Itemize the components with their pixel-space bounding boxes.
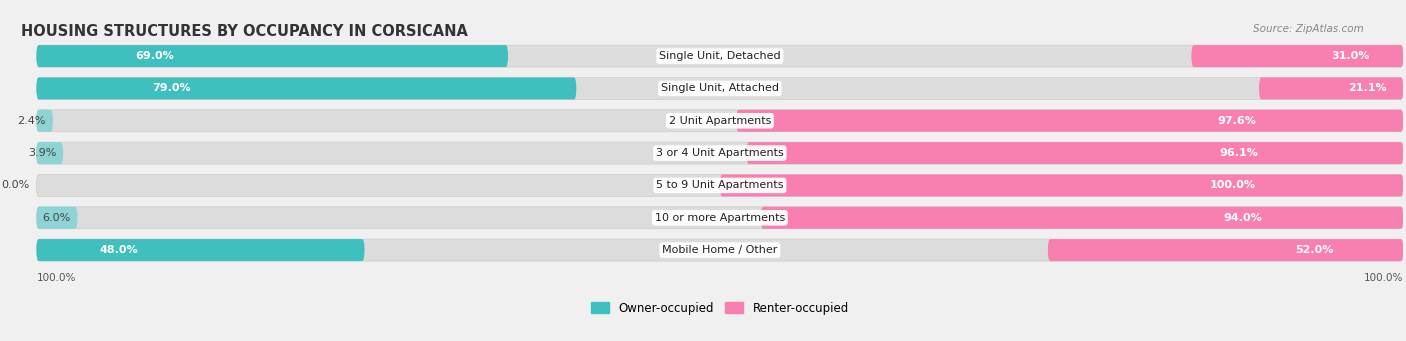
FancyBboxPatch shape (37, 175, 1403, 196)
FancyBboxPatch shape (37, 207, 77, 229)
Text: 21.1%: 21.1% (1348, 84, 1386, 93)
Text: 48.0%: 48.0% (100, 245, 138, 255)
Text: 100.0%: 100.0% (1209, 180, 1256, 190)
FancyBboxPatch shape (37, 207, 1403, 229)
Text: 96.1%: 96.1% (1219, 148, 1258, 158)
Text: 2 Unit Apartments: 2 Unit Apartments (669, 116, 770, 126)
FancyBboxPatch shape (37, 45, 508, 67)
FancyBboxPatch shape (720, 175, 1403, 196)
FancyBboxPatch shape (37, 77, 576, 100)
Text: 79.0%: 79.0% (152, 84, 191, 93)
FancyBboxPatch shape (37, 142, 63, 164)
Text: 100.0%: 100.0% (37, 273, 76, 283)
FancyBboxPatch shape (747, 142, 1403, 164)
Text: 94.0%: 94.0% (1223, 213, 1263, 223)
Text: 52.0%: 52.0% (1295, 245, 1333, 255)
Text: Source: ZipAtlas.com: Source: ZipAtlas.com (1253, 24, 1364, 34)
Text: HOUSING STRUCTURES BY OCCUPANCY IN CORSICANA: HOUSING STRUCTURES BY OCCUPANCY IN CORSI… (21, 24, 468, 39)
Text: 3 or 4 Unit Apartments: 3 or 4 Unit Apartments (657, 148, 783, 158)
FancyBboxPatch shape (37, 45, 1403, 67)
Text: Single Unit, Attached: Single Unit, Attached (661, 84, 779, 93)
FancyBboxPatch shape (37, 110, 53, 132)
Text: 97.6%: 97.6% (1218, 116, 1256, 126)
FancyBboxPatch shape (37, 239, 364, 261)
Text: 100.0%: 100.0% (1364, 273, 1403, 283)
FancyBboxPatch shape (1047, 239, 1403, 261)
FancyBboxPatch shape (737, 110, 1403, 132)
Text: 6.0%: 6.0% (42, 213, 70, 223)
FancyBboxPatch shape (37, 142, 1403, 164)
FancyBboxPatch shape (37, 77, 1403, 100)
Text: 3.9%: 3.9% (28, 148, 56, 158)
Text: 31.0%: 31.0% (1331, 51, 1369, 61)
FancyBboxPatch shape (1258, 77, 1403, 100)
FancyBboxPatch shape (761, 207, 1403, 229)
Legend: Owner-occupied, Renter-occupied: Owner-occupied, Renter-occupied (586, 297, 853, 320)
Text: 10 or more Apartments: 10 or more Apartments (655, 213, 785, 223)
FancyBboxPatch shape (37, 110, 1403, 132)
Text: Mobile Home / Other: Mobile Home / Other (662, 245, 778, 255)
Text: 0.0%: 0.0% (1, 180, 30, 190)
Text: 5 to 9 Unit Apartments: 5 to 9 Unit Apartments (657, 180, 783, 190)
FancyBboxPatch shape (1191, 45, 1403, 67)
Text: 2.4%: 2.4% (17, 116, 46, 126)
Text: Single Unit, Detached: Single Unit, Detached (659, 51, 780, 61)
FancyBboxPatch shape (37, 239, 1403, 261)
Text: 69.0%: 69.0% (135, 51, 174, 61)
